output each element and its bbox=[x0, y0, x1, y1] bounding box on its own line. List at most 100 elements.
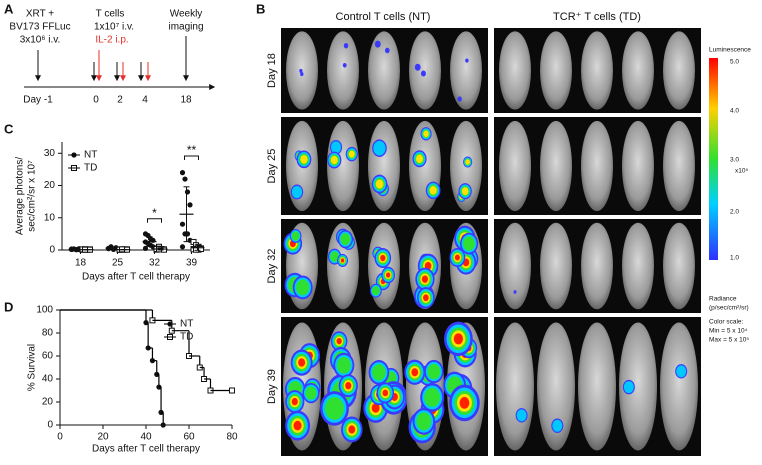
signal bbox=[348, 425, 356, 434]
signal bbox=[421, 275, 429, 283]
signal bbox=[416, 154, 424, 163]
panel-letter: C bbox=[4, 121, 14, 136]
timeline: XRT + BV173 FFLuc 3x10⁶ i.v. T cells 1x1… bbox=[9, 9, 216, 106]
signal bbox=[382, 389, 389, 397]
timeline-text: imaging bbox=[168, 22, 203, 33]
mouse bbox=[622, 222, 654, 310]
panel-letter: D bbox=[4, 299, 13, 314]
signal bbox=[300, 72, 304, 77]
signal bbox=[552, 419, 563, 432]
signal bbox=[336, 356, 351, 374]
signal bbox=[298, 358, 306, 367]
mouse bbox=[450, 31, 482, 110]
mouse bbox=[581, 31, 613, 110]
signal bbox=[330, 141, 342, 154]
significance-label: ** bbox=[187, 143, 197, 157]
panel-letter: B bbox=[256, 1, 265, 16]
mouse bbox=[660, 322, 698, 451]
signal bbox=[374, 40, 381, 48]
colorbar-text: (p/sec/cm²/sr) bbox=[709, 305, 749, 312]
data-point bbox=[149, 358, 156, 364]
mouse bbox=[499, 222, 531, 310]
data-point bbox=[229, 387, 235, 394]
signal bbox=[305, 386, 317, 400]
colorbar-title: Luminescence bbox=[709, 47, 751, 54]
data-point bbox=[179, 221, 186, 227]
image-grid bbox=[281, 28, 701, 456]
signal bbox=[293, 420, 302, 431]
mouse bbox=[540, 222, 572, 310]
signal bbox=[459, 396, 470, 409]
x-axis-label: Days after T cell therapy bbox=[92, 444, 200, 455]
row-label: Day 39 bbox=[266, 369, 278, 404]
x-tick-label: 32 bbox=[149, 258, 161, 269]
signal bbox=[345, 382, 352, 390]
y-axis-label: Average photons/ bbox=[15, 157, 26, 235]
legend-label: NT bbox=[180, 319, 193, 330]
colorbar-tick: 4.0 bbox=[730, 108, 739, 115]
data-point bbox=[160, 422, 166, 428]
y-tick-label: 100 bbox=[36, 305, 53, 316]
timeline-text: 3x10⁶ i.v. bbox=[20, 35, 61, 46]
colorbar-tick: 2.0 bbox=[730, 209, 739, 216]
signal bbox=[300, 155, 308, 164]
signal bbox=[416, 412, 432, 431]
signal bbox=[372, 286, 380, 296]
y-tick-label: 40 bbox=[42, 374, 54, 385]
signal bbox=[427, 363, 441, 380]
x-tick-label: 20 bbox=[97, 432, 109, 443]
colorbar-text: Max = 5 x 10⁵ bbox=[709, 337, 749, 344]
mouse bbox=[581, 120, 613, 212]
mouse bbox=[499, 31, 531, 110]
signal bbox=[330, 155, 338, 165]
colorbar-tick: 1.0 bbox=[730, 255, 739, 262]
data-point bbox=[158, 409, 164, 415]
signal bbox=[429, 186, 437, 195]
x-axis-label: Days after T cell therapy bbox=[82, 272, 190, 283]
signal bbox=[380, 254, 386, 262]
mouse bbox=[578, 322, 616, 451]
signal bbox=[296, 279, 310, 296]
signal bbox=[343, 42, 349, 49]
significance-label: * bbox=[152, 206, 157, 220]
row-label: Day 18 bbox=[266, 53, 278, 88]
row-label: Day 25 bbox=[266, 149, 278, 184]
timeline-day: Day -1 bbox=[23, 95, 53, 106]
timeline-text: IL-2 i.p. bbox=[95, 35, 128, 46]
signal bbox=[420, 70, 426, 77]
y-tick-label: 0 bbox=[49, 245, 55, 256]
timeline-day: 2 bbox=[117, 95, 123, 106]
signal bbox=[340, 258, 345, 263]
mouse bbox=[622, 31, 654, 110]
timeline-text: BV173 FFLuc bbox=[9, 22, 70, 33]
plots: 0 10 20 30 18 25 32 39 Days after T cell therapy… bbox=[15, 142, 238, 455]
signal bbox=[291, 231, 300, 241]
significance-bracket bbox=[184, 155, 199, 160]
colorbar-tick: 3.0 bbox=[730, 157, 739, 164]
data-point bbox=[184, 231, 191, 237]
signal bbox=[291, 185, 303, 199]
signal bbox=[411, 368, 419, 377]
mouse bbox=[499, 120, 531, 212]
signal bbox=[465, 58, 469, 63]
signal bbox=[463, 236, 476, 251]
data-point bbox=[182, 176, 188, 182]
timeline-text: T cells bbox=[96, 9, 125, 20]
data-point bbox=[187, 202, 193, 208]
mouse bbox=[540, 31, 572, 110]
signal bbox=[342, 62, 347, 68]
mouse bbox=[663, 31, 695, 110]
signal bbox=[340, 233, 351, 246]
signal bbox=[424, 387, 441, 407]
timeline-day: 18 bbox=[180, 95, 192, 106]
data-point bbox=[179, 170, 186, 176]
column-header: TCR⁺ T cells (TD) bbox=[553, 11, 641, 23]
mouse bbox=[663, 222, 695, 310]
y-tick-label: 60 bbox=[42, 351, 54, 362]
signal bbox=[291, 397, 298, 406]
signal bbox=[676, 365, 687, 378]
signal bbox=[461, 187, 469, 196]
signal bbox=[373, 140, 386, 156]
column-header: Control T cells (NT) bbox=[336, 11, 431, 23]
signal bbox=[513, 290, 517, 294]
